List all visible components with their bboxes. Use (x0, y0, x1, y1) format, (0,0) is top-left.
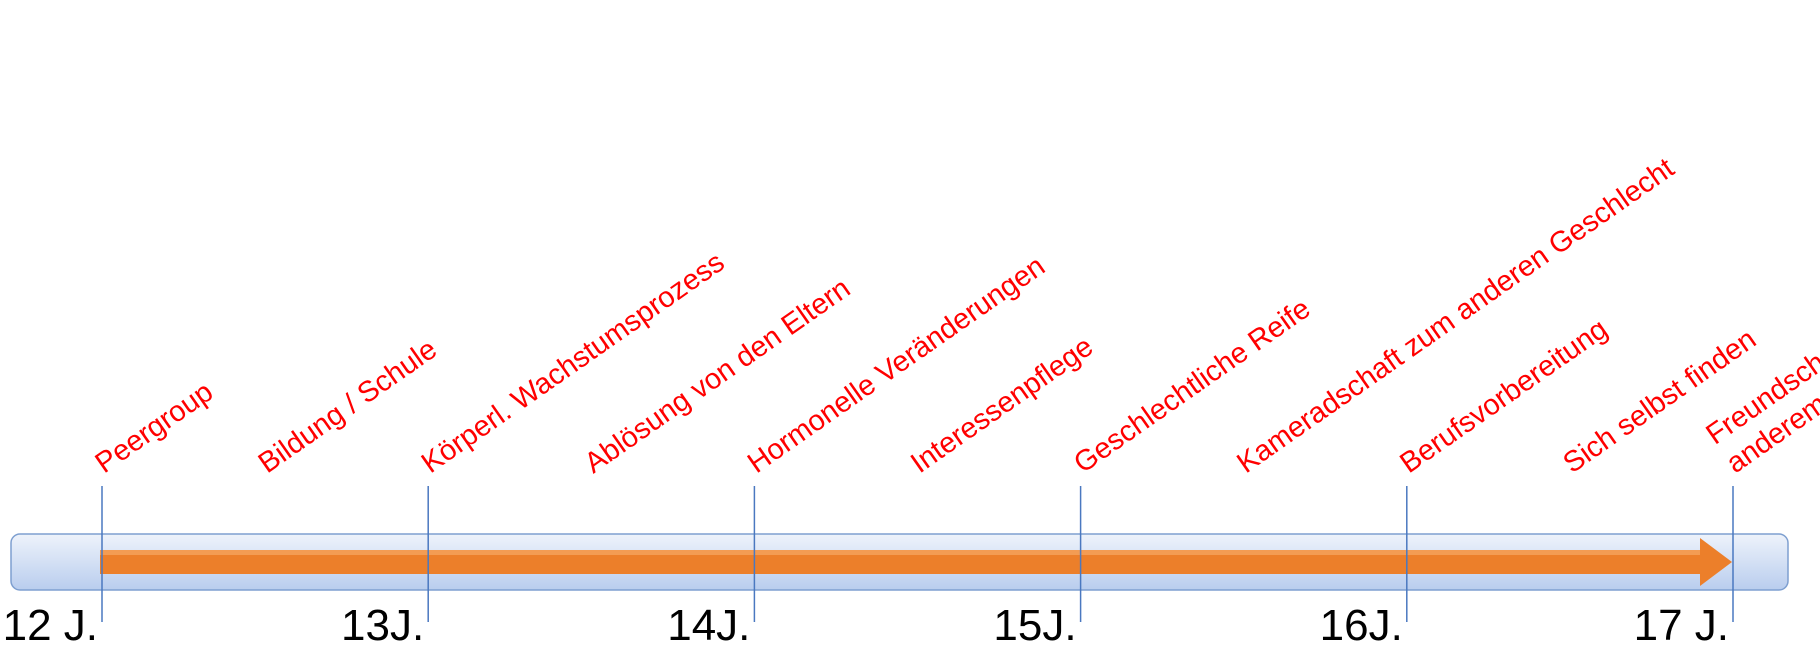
year-label: 14J. (667, 601, 750, 650)
year-label: 17 J. (1634, 601, 1729, 650)
timeline-ticks (101, 486, 1734, 622)
topic-label: Hormonelle Veränderungen (742, 250, 1051, 480)
year-label: 16J. (1320, 601, 1403, 650)
topic-label: Bildung / Schule (253, 333, 443, 479)
topic-label-line: Peergroup (90, 376, 219, 480)
topic-label: Peergroup (90, 376, 219, 480)
year-label: 13J. (341, 601, 424, 650)
topic-label-line: Körperl. Wachstumsprozess (416, 246, 731, 480)
topic-label-line: Ablösung von den Eltern (579, 272, 856, 479)
year-label: 15J. (993, 601, 1076, 650)
year-label: 12 J. (3, 601, 98, 650)
timeline-arrow (100, 538, 1732, 586)
year-labels: 12 J. 13J. 14J. 15J. 16J. 17 J. (3, 601, 1729, 650)
topic-label: Ablösung von den Eltern (579, 272, 856, 479)
topic-label-line: Hormonelle Veränderungen (742, 250, 1051, 480)
topic-label: Körperl. Wachstumsprozess (416, 246, 731, 480)
topic-label-line: Bildung / Schule (253, 333, 443, 479)
